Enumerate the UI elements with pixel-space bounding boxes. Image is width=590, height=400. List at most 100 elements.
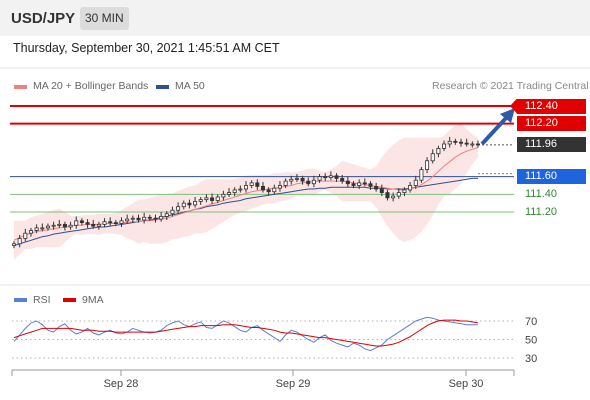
candle-body — [470, 143, 475, 146]
candle-body — [306, 180, 311, 185]
candle-body — [357, 182, 362, 186]
candle-body — [136, 217, 141, 221]
candle-body — [102, 221, 107, 225]
candle-body — [34, 227, 39, 231]
candle-body — [447, 140, 452, 145]
legend-ma20-label: MA 20 + Bollinger Bands — [33, 80, 149, 92]
candle-body — [368, 183, 373, 187]
candle-body — [391, 195, 396, 199]
legend-ma50-label: MA 50 — [175, 80, 205, 92]
candle-body — [91, 223, 96, 227]
candle-body — [238, 188, 243, 191]
candle-body — [227, 192, 232, 195]
candle-body — [396, 192, 401, 197]
candle-body — [142, 216, 147, 221]
chart-datetime: Thursday, September 30, 2021 1:45:51 AM … — [13, 41, 280, 55]
candle-body — [266, 189, 271, 193]
forecast-arrow-shaft — [480, 116, 508, 146]
candle-body — [300, 178, 305, 182]
price-label-resistance-1: 112.40 — [517, 98, 586, 114]
candle-body — [79, 220, 84, 223]
candle-body — [334, 175, 339, 179]
candle-body — [187, 202, 192, 206]
candle-body — [249, 182, 254, 186]
rsi-ma-line — [13, 319, 479, 347]
rsi-tick-label: 30 — [525, 353, 537, 365]
candle-body — [436, 147, 441, 155]
timeframe-button[interactable]: 30 MIN — [80, 7, 129, 30]
candle-body — [260, 185, 265, 191]
candle-body — [379, 188, 384, 193]
candle-body — [204, 197, 209, 201]
forecast-arrow-head — [500, 108, 515, 123]
candle-body — [176, 206, 181, 211]
legend-ma50-swatch — [156, 85, 169, 89]
candle-body — [277, 185, 282, 189]
candle-body — [96, 223, 101, 227]
x-axis-tick-label: Sep 30 — [449, 378, 484, 390]
candle-body — [159, 216, 164, 220]
price-label-current: 111.96 — [517, 137, 586, 153]
candle-body — [17, 238, 22, 245]
rsi-tick-label: 50 — [525, 335, 537, 347]
legend-rsi-swatch — [14, 298, 27, 302]
legend-rsi-ma-swatch — [63, 298, 76, 302]
chart-header-bar: USD/JPY 30 MIN — [0, 0, 590, 36]
candle-body — [459, 141, 464, 144]
price-label-notch — [510, 98, 517, 114]
candle-body — [328, 175, 333, 178]
ma50-line — [13, 177, 478, 247]
candle-body — [57, 223, 62, 226]
candle-body — [311, 179, 316, 185]
candle-body — [362, 182, 367, 185]
candle-body — [125, 218, 130, 222]
candle-body — [210, 197, 215, 201]
candle-body — [272, 187, 277, 193]
candle-body — [62, 223, 67, 228]
candle-body — [408, 185, 413, 191]
candle-body — [243, 185, 248, 190]
x-axis-tick-label: Sep 29 — [276, 378, 311, 390]
candle-body — [475, 143, 480, 146]
candle-body — [40, 227, 45, 230]
candle-body — [68, 224, 73, 228]
rsi-line — [13, 316, 478, 352]
candle-body — [130, 217, 135, 220]
candle-body — [119, 220, 124, 224]
price-label-support-2: 111.20 — [525, 205, 558, 218]
candle-body — [413, 179, 418, 186]
candle-body — [74, 220, 79, 226]
candle-body — [385, 192, 390, 199]
candle-body — [147, 216, 152, 219]
candle-body — [294, 178, 299, 180]
candle-body — [283, 180, 288, 186]
candle-body — [442, 143, 447, 149]
candle-body — [45, 225, 50, 229]
candle-body — [23, 232, 28, 239]
candle-body — [425, 160, 430, 170]
price-label-resistance-2: 112.20 — [517, 116, 586, 132]
candle-body — [351, 183, 356, 186]
candle-body — [345, 180, 350, 185]
candle-body — [108, 221, 113, 224]
price-label-pivot: 111.60 — [517, 169, 586, 185]
rsi-tick-label: 70 — [525, 316, 537, 328]
candle-body — [464, 142, 469, 145]
candle-body — [181, 202, 186, 208]
candle-body — [323, 176, 328, 179]
price-label-support-1: 111.40 — [525, 187, 558, 200]
candle-body — [11, 243, 16, 246]
candle-body — [198, 199, 203, 202]
candle-body — [221, 193, 226, 198]
candle-body — [193, 200, 198, 206]
candle-body — [153, 217, 158, 220]
x-axis-tick-label: Sep 28 — [104, 378, 139, 390]
legend-rsi-label: RSI — [33, 294, 51, 306]
legend-rsi-ma-label: 9MA — [82, 294, 104, 306]
symbol-label: USD/JPY — [11, 10, 76, 27]
legend-ma20-swatch — [14, 85, 27, 89]
credit-text: Research © 2021 Trading Central — [432, 80, 589, 92]
candle-body — [374, 185, 379, 190]
candle-body — [317, 176, 322, 181]
